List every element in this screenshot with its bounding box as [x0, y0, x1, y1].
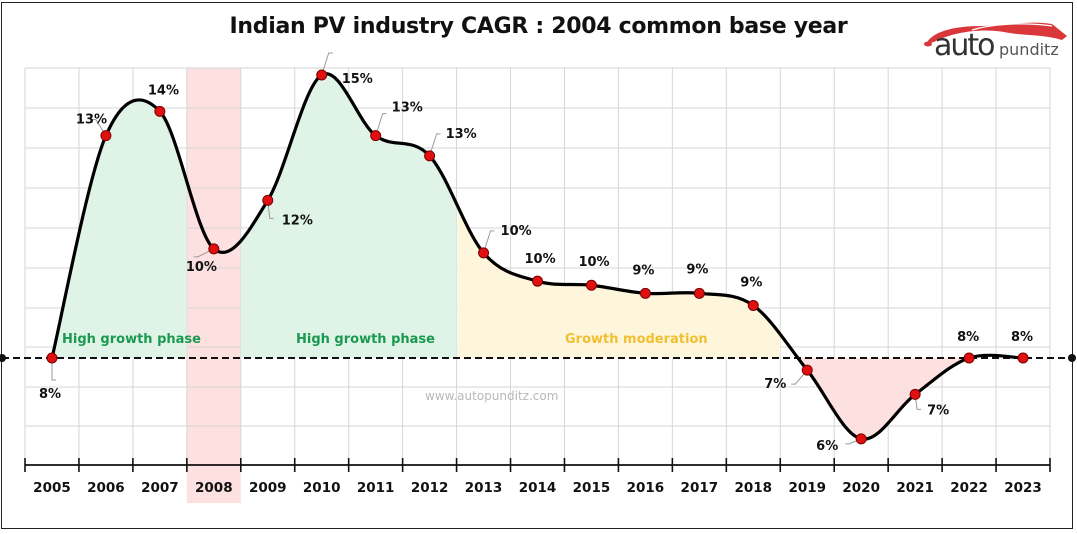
- reference-line-right-end: [1068, 354, 1076, 362]
- x-tick-label-2013: 2013: [465, 480, 503, 496]
- below-reference-fill: [787, 358, 970, 440]
- x-tick-label-2011: 2011: [357, 480, 395, 496]
- data-label-leader: [791, 369, 808, 385]
- data-point-2020: [855, 433, 867, 445]
- car-silhouette-icon: [924, 22, 1067, 47]
- data-label-2013: 10%: [501, 224, 532, 239]
- x-tick-label-2021: 2021: [896, 480, 934, 496]
- x-tick-label-2022: 2022: [950, 480, 988, 496]
- data-point-2019: [801, 364, 813, 376]
- data-label-leader: [91, 119, 107, 136]
- data-label-2017: 9%: [686, 262, 708, 277]
- data-point-2010: [316, 69, 328, 81]
- data-label-2015: 10%: [578, 255, 609, 270]
- data-point-2014: [532, 275, 543, 287]
- data-label-2011: 13%: [392, 101, 423, 116]
- data-label-leader: [321, 52, 333, 76]
- x-tick-label-2009: 2009: [249, 480, 287, 496]
- data-point-2011: [370, 130, 382, 142]
- data-label-leader: [193, 248, 215, 258]
- chart-title: Indian PV industry CAGR : 2004 common ba…: [229, 14, 848, 39]
- data-point-2017: [693, 287, 705, 299]
- data-label-leader: [51, 358, 56, 381]
- x-tick-label-2019: 2019: [788, 480, 826, 496]
- data-label-2014: 10%: [525, 252, 556, 267]
- x-tick-label-2007: 2007: [141, 480, 179, 496]
- data-point-2009: [262, 194, 274, 206]
- data-label-2009: 12%: [282, 213, 313, 228]
- x-tick-label-2015: 2015: [573, 480, 611, 496]
- logo-text-punditz: punditz: [999, 40, 1059, 59]
- phase-fill-1: [240, 73, 457, 359]
- x-tick-label-2008: 2008: [195, 480, 233, 496]
- x-tick-label-2016: 2016: [627, 480, 665, 496]
- data-point-2007: [154, 105, 166, 117]
- data-point-2016: [639, 287, 651, 299]
- logo-text-auto: auto: [934, 28, 995, 63]
- data-point-2023: [1017, 352, 1029, 364]
- data-point-2008: [208, 243, 220, 255]
- data-point-2005: [46, 352, 58, 364]
- x-tick-label-2012: 2012: [411, 480, 449, 496]
- phase-fill-2: [457, 206, 781, 358]
- data-point-2018: [747, 299, 759, 311]
- data-label-2008: 10%: [186, 260, 217, 275]
- phase-label-2: Growth moderation: [565, 332, 708, 347]
- watermark: www.autopunditz.com: [425, 389, 558, 403]
- data-label-2021: 7%: [927, 403, 949, 418]
- highlight-column-2008: [186, 68, 241, 503]
- data-label-2023: 8%: [1011, 330, 1033, 345]
- data-point-2015: [585, 279, 597, 291]
- x-tick-label-2010: 2010: [303, 480, 341, 496]
- data-label-2010: 15%: [342, 72, 373, 87]
- data-label-2016: 9%: [632, 263, 654, 278]
- reference-line-left-end: [0, 354, 6, 362]
- data-label-2005: 8%: [39, 387, 61, 402]
- data-point-2022: [963, 352, 975, 364]
- data-label-leader: [375, 113, 387, 136]
- autopunditz-logo: auto punditz: [912, 14, 1072, 63]
- data-label-2019: 7%: [764, 377, 786, 392]
- data-label-leader: [429, 133, 441, 157]
- phase-fill-0: [51, 99, 187, 358]
- data-label-2018: 9%: [740, 275, 762, 290]
- x-tick-label-2020: 2020: [842, 480, 880, 496]
- x-tick-label-2014: 2014: [519, 480, 557, 496]
- data-label-2020: 6%: [816, 439, 838, 454]
- data-label-leader: [483, 230, 495, 254]
- data-point-2006: [100, 130, 112, 142]
- data-label-2012: 13%: [446, 127, 477, 142]
- data-label-2022: 8%: [957, 330, 979, 345]
- x-tick-label-2017: 2017: [681, 480, 719, 496]
- x-tick-label-2023: 2023: [1004, 480, 1042, 496]
- phase-label-0: High growth phase: [62, 332, 201, 347]
- x-tick-label-2006: 2006: [87, 480, 125, 496]
- x-tick-label-2005: 2005: [33, 480, 71, 496]
- data-point-2012: [424, 150, 436, 162]
- x-tick-label-2018: 2018: [735, 480, 773, 496]
- data-label-2006: 13%: [76, 113, 107, 128]
- data-label-leader: [267, 200, 274, 219]
- data-point-2013: [478, 247, 490, 259]
- data-point-2021: [909, 388, 921, 400]
- data-label-2007: 14%: [148, 83, 179, 98]
- phase-label-1: High growth phase: [296, 332, 435, 347]
